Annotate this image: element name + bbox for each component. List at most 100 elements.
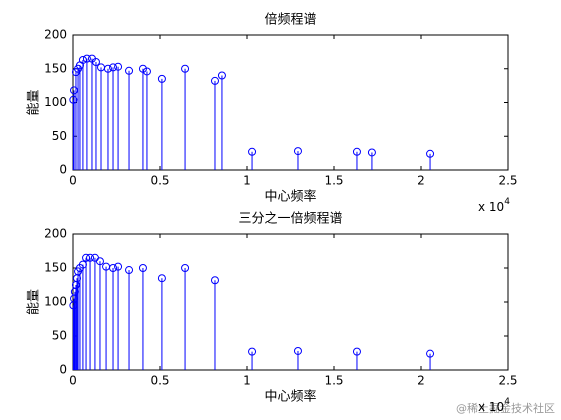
stem-marker bbox=[367, 148, 376, 157]
stem bbox=[69, 95, 78, 170]
stem bbox=[91, 58, 100, 170]
x-multiplier-base: x 10 bbox=[478, 200, 504, 214]
stem bbox=[157, 74, 166, 170]
y-tick-label: 200 bbox=[44, 28, 67, 42]
x-tick-label: 0.5 bbox=[150, 374, 169, 388]
stem bbox=[293, 147, 302, 170]
x-tick-label: 0 bbox=[69, 174, 77, 188]
stem-marker bbox=[82, 253, 91, 262]
y-axis-label: 能量 bbox=[27, 289, 42, 315]
stem-marker bbox=[426, 349, 435, 358]
x-tick-label: 0.5 bbox=[150, 174, 169, 188]
chart-title: 三分之一倍频程谱 bbox=[238, 212, 342, 227]
x-tick-label: 2.5 bbox=[498, 174, 517, 188]
y-tick-label: 0 bbox=[59, 163, 67, 177]
stem bbox=[125, 266, 134, 370]
stem bbox=[114, 62, 123, 170]
y-tick-label: 200 bbox=[44, 227, 67, 241]
watermark: @稀土掘金技术社区 bbox=[456, 401, 555, 415]
stem bbox=[125, 66, 134, 170]
stem-marker bbox=[181, 264, 190, 272]
stem bbox=[248, 147, 257, 170]
stem-marker bbox=[125, 266, 134, 275]
stem bbox=[114, 262, 123, 370]
stem bbox=[78, 55, 87, 170]
stem-marker bbox=[293, 147, 302, 156]
stem bbox=[157, 274, 166, 370]
stem bbox=[86, 253, 95, 370]
stem bbox=[210, 276, 219, 370]
stem-marker bbox=[125, 66, 134, 75]
stem bbox=[70, 86, 79, 170]
x-axis-label: 中心频率 bbox=[264, 389, 316, 405]
stem bbox=[181, 64, 190, 170]
stem-marker bbox=[248, 347, 257, 356]
stem bbox=[82, 54, 91, 170]
stem-marker bbox=[210, 276, 219, 285]
y-tick-label: 50 bbox=[52, 329, 67, 343]
stem bbox=[293, 346, 302, 370]
x-axis-label: 中心频率 bbox=[264, 189, 316, 205]
stem-marker bbox=[248, 147, 257, 156]
stem bbox=[426, 349, 435, 370]
x-tick-label: 1 bbox=[243, 174, 251, 188]
stem-marker bbox=[95, 257, 104, 266]
stem bbox=[109, 63, 118, 170]
y-axis-label: 能量 bbox=[27, 89, 42, 115]
stem bbox=[109, 264, 118, 370]
stem-marker bbox=[138, 64, 147, 73]
y-tick-label: 150 bbox=[44, 261, 67, 275]
x-multiplier: x 104 bbox=[478, 197, 510, 214]
x-multiplier-power: 4 bbox=[504, 397, 510, 407]
stem-marker bbox=[352, 147, 361, 156]
x-tick-label: 2 bbox=[417, 374, 425, 388]
y-tick-label: 150 bbox=[44, 61, 67, 75]
x-tick-label: 2 bbox=[417, 174, 425, 188]
stem-marker bbox=[210, 76, 219, 85]
stem bbox=[248, 347, 257, 370]
stem bbox=[217, 71, 226, 170]
chart-title: 倍频程谱 bbox=[264, 13, 316, 28]
stem bbox=[352, 147, 361, 170]
stem-marker bbox=[157, 74, 166, 83]
x-multiplier: x 104 bbox=[478, 397, 510, 414]
stem bbox=[138, 64, 147, 170]
x-multiplier-base: x 10 bbox=[478, 400, 504, 414]
x-tick-label: 0 bbox=[69, 374, 77, 388]
stem-marker bbox=[91, 58, 100, 66]
stem bbox=[210, 76, 219, 170]
stem-marker bbox=[142, 67, 151, 76]
y-tick-label: 50 bbox=[52, 129, 67, 143]
stem bbox=[352, 347, 361, 370]
stem-marker bbox=[103, 64, 112, 73]
stem bbox=[181, 264, 190, 370]
stem-marker bbox=[69, 95, 78, 104]
stem-marker bbox=[114, 262, 123, 271]
stem bbox=[103, 64, 112, 170]
stem-marker bbox=[157, 274, 166, 283]
x-tick-label: 2.5 bbox=[498, 374, 517, 388]
stem bbox=[82, 253, 91, 370]
stem-marker bbox=[109, 264, 118, 272]
x-tick-label: 1.5 bbox=[324, 174, 343, 188]
stem bbox=[95, 257, 104, 370]
x-multiplier-power: 4 bbox=[504, 197, 510, 207]
x-tick-label: 1.5 bbox=[324, 374, 343, 388]
stem-marker bbox=[109, 63, 118, 72]
plot-area bbox=[72, 233, 509, 371]
stem-marker bbox=[426, 149, 435, 158]
y-tick-label: 100 bbox=[44, 295, 67, 309]
stem-marker bbox=[293, 346, 302, 355]
stem bbox=[142, 67, 151, 170]
x-tick-label: 1 bbox=[243, 374, 251, 388]
stem bbox=[426, 149, 435, 170]
stem bbox=[138, 264, 147, 370]
y-tick-label: 0 bbox=[59, 363, 67, 377]
stem-marker bbox=[352, 347, 361, 356]
stem-marker bbox=[78, 55, 87, 64]
y-tick-label: 100 bbox=[44, 95, 67, 109]
plot-area bbox=[72, 34, 509, 171]
stem-marker bbox=[217, 71, 226, 80]
